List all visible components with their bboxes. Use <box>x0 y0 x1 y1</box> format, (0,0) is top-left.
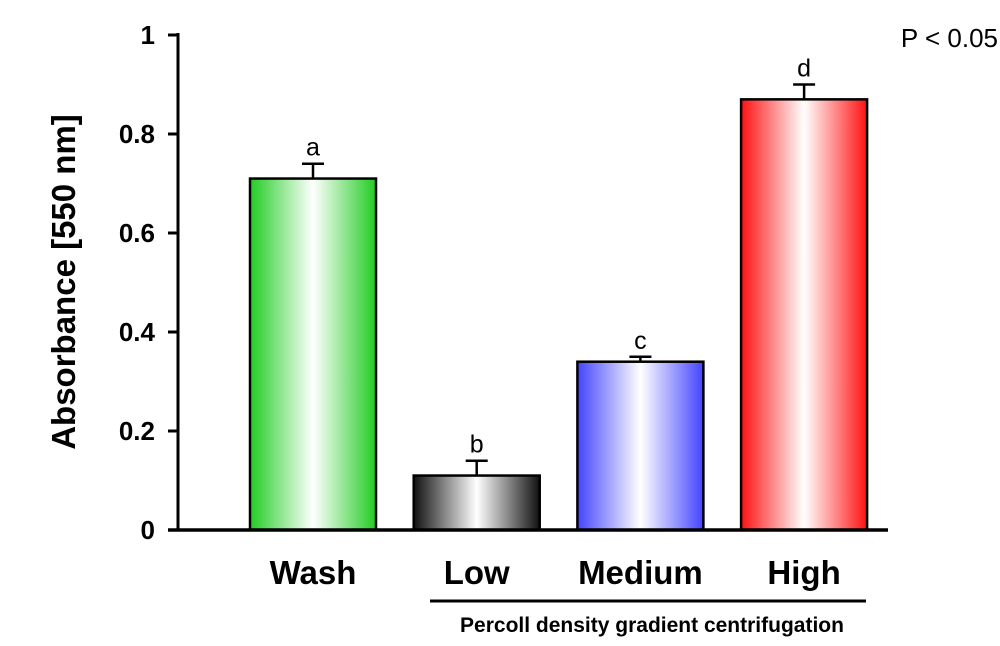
y-tick-label: 0.2 <box>119 416 155 446</box>
p-value-annotation: P < 0.05 <box>901 23 998 53</box>
significance-letter: c <box>634 327 647 355</box>
x-tick-label: High <box>767 554 840 591</box>
x-tick-label: Medium <box>578 554 703 591</box>
y-tick-label: 0 <box>141 515 155 545</box>
y-tick-label: 0.6 <box>119 218 155 248</box>
significance-letter: d <box>797 55 811 83</box>
y-tick-label: 1 <box>141 20 155 50</box>
x-tick-label: Low <box>444 554 510 591</box>
significance-letter: a <box>306 134 320 162</box>
x-tick-label: Wash <box>270 554 357 591</box>
bar-low <box>412 474 541 532</box>
group-label: Percoll density gradient centrifugation <box>460 614 844 637</box>
bar-wash <box>248 177 378 532</box>
bar-high <box>739 98 869 532</box>
bar-medium <box>576 360 705 532</box>
y-tick-label: 0.8 <box>119 119 155 149</box>
y-tick-label: 0.4 <box>119 317 156 347</box>
y-axis-label: Absorbance [550 nm] <box>45 114 82 450</box>
significance-letter: b <box>470 431 484 459</box>
